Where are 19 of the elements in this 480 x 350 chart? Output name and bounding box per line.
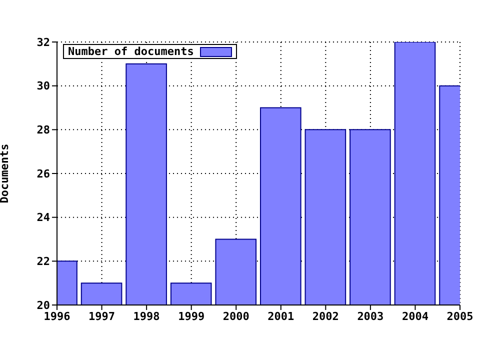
y-tick-label: 30: [36, 80, 50, 93]
x-tick-label: 2003: [357, 310, 384, 323]
y-tick-label: 32: [36, 36, 50, 49]
legend-label: Number of documents: [68, 45, 194, 58]
x-tick-label: 1999: [178, 310, 205, 323]
y-tick-label: 24: [36, 211, 50, 224]
x-tick-label: 1996: [44, 310, 71, 323]
y-tick-label: 20: [36, 298, 50, 312]
x-tick-label: 1997: [88, 310, 116, 323]
x-tick-label: 2005: [446, 310, 474, 323]
y-tick-label: 28: [36, 124, 50, 137]
x-tick-label: 2000: [222, 310, 250, 323]
x-tick-label: 2002: [312, 310, 339, 323]
y-axis-title: Documents: [0, 144, 11, 204]
x-tick-label: 2001: [268, 310, 295, 323]
x-tick-label: 2004: [402, 310, 429, 323]
y-tick-label: 22: [36, 255, 50, 268]
x-tick-label: 1998: [133, 310, 160, 323]
y-tick-label: 26: [36, 167, 50, 180]
